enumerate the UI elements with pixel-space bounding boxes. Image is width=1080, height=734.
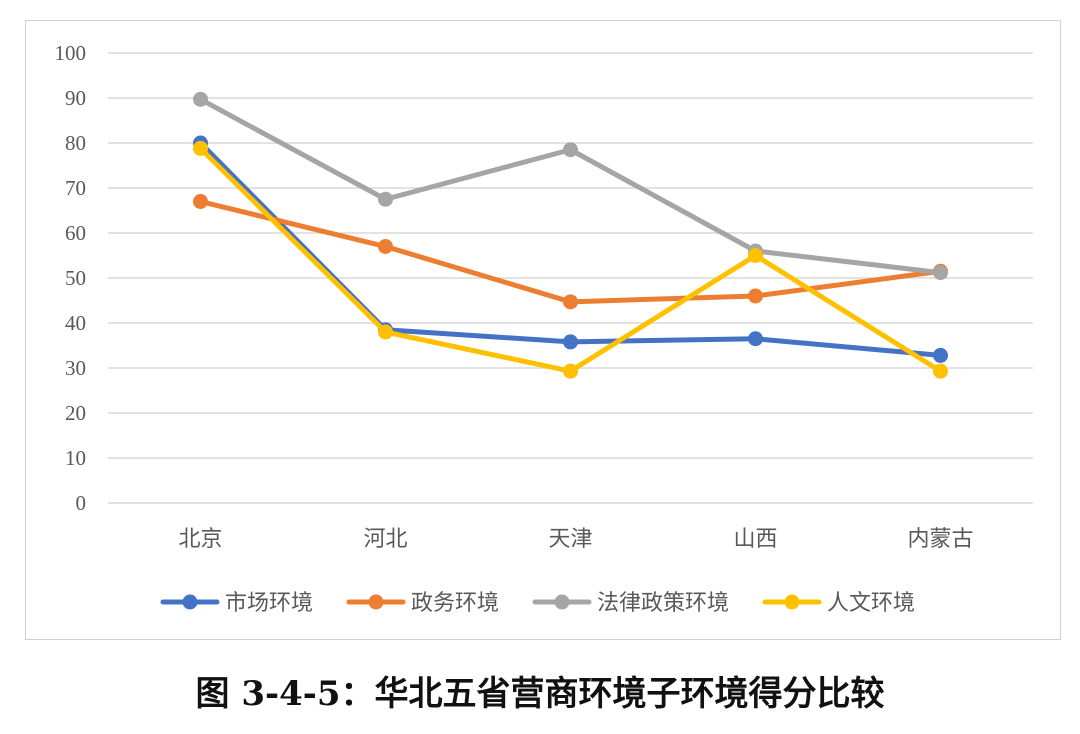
data-point bbox=[378, 239, 393, 254]
data-point bbox=[933, 265, 948, 281]
data-point bbox=[748, 248, 763, 263]
legend-marker bbox=[368, 594, 384, 610]
y-tick-label: 100 bbox=[55, 41, 87, 65]
data-point bbox=[933, 363, 948, 379]
data-point bbox=[563, 142, 578, 158]
data-point bbox=[378, 324, 393, 340]
x-axis: 北京 河北 天津 山西 内蒙古 bbox=[178, 527, 973, 552]
y-tick-label: 10 bbox=[65, 446, 86, 470]
legend-label: 政务环境 bbox=[411, 591, 499, 616]
y-tick-label: 50 bbox=[65, 266, 86, 290]
data-point bbox=[563, 334, 578, 350]
y-tick-label: 20 bbox=[65, 401, 86, 425]
y-tick-label: 80 bbox=[65, 131, 86, 155]
legend-marker bbox=[182, 594, 198, 610]
legend-marker bbox=[784, 594, 800, 610]
data-point bbox=[378, 191, 393, 207]
y-tick-label: 40 bbox=[65, 311, 86, 335]
legend-item: 人文环境 bbox=[762, 591, 915, 616]
data-point bbox=[748, 288, 763, 304]
data-point bbox=[933, 347, 948, 363]
series-4 bbox=[193, 140, 948, 379]
data-point bbox=[563, 294, 578, 310]
x-tick-label: 天津 bbox=[548, 527, 592, 552]
legend-item: 法律政策环境 bbox=[532, 591, 729, 616]
y-tick-label: 30 bbox=[65, 356, 86, 380]
legend-item: 政务环境 bbox=[346, 591, 499, 616]
line-chart: 0 10 20 30 40 50 60 70 80 90 100 北京 河北 天津 山西 内蒙古 市场环境 政… bbox=[55, 41, 1033, 616]
legend-label: 法律政策环境 bbox=[597, 591, 729, 616]
y-tick-label: 90 bbox=[65, 86, 86, 110]
figure-caption: 图 3-4-5：华北五省营商环境子环境得分比较 bbox=[195, 674, 885, 714]
y-tick-label: 70 bbox=[65, 176, 86, 200]
x-tick-label: 北京 bbox=[178, 527, 222, 552]
legend-item: 市场环境 bbox=[160, 591, 313, 616]
chart-frame bbox=[25, 20, 1061, 640]
x-tick-label: 河北 bbox=[363, 527, 407, 552]
data-point bbox=[193, 91, 208, 107]
data-point bbox=[193, 194, 208, 209]
series-line bbox=[198, 96, 943, 276]
y-axis: 0 10 20 30 40 50 60 70 80 90 100 bbox=[55, 41, 87, 515]
legend-label: 市场环境 bbox=[225, 591, 313, 616]
data-point bbox=[563, 363, 578, 379]
series-group bbox=[193, 91, 948, 379]
data-point bbox=[748, 331, 763, 347]
x-tick-label: 山西 bbox=[733, 527, 777, 552]
series-1 bbox=[193, 135, 948, 363]
legend: 市场环境 政务环境 法律政策环境 人文环境 bbox=[160, 591, 915, 616]
y-tick-label: 0 bbox=[76, 491, 87, 515]
legend-label: 人文环境 bbox=[827, 591, 915, 616]
data-point bbox=[193, 140, 208, 156]
x-tick-label: 内蒙古 bbox=[907, 527, 973, 552]
y-tick-label: 60 bbox=[65, 221, 86, 245]
legend-marker bbox=[554, 594, 570, 610]
